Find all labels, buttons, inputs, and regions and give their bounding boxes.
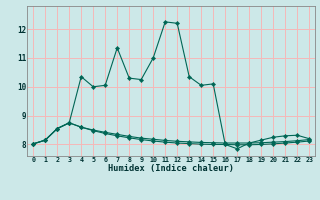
X-axis label: Humidex (Indice chaleur): Humidex (Indice chaleur)	[108, 164, 234, 173]
